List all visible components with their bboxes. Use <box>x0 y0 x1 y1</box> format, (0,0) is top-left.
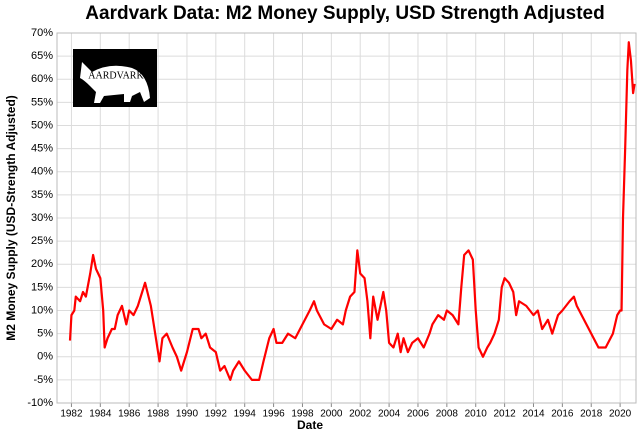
x-tick-label: 1986 <box>118 409 141 420</box>
y-tick-label: 10% <box>31 304 53 316</box>
y-tick-label: 55% <box>31 96 53 108</box>
y-axis-label: M2 Money Supply (USD-Strength Adjusted) <box>4 95 18 341</box>
y-tick-label: 5% <box>37 328 53 340</box>
x-tick-label: 1988 <box>147 409 170 420</box>
x-tick-label: 2014 <box>522 409 545 420</box>
x-tick-label: 1998 <box>291 409 314 420</box>
logo-text: AARDVARK <box>88 70 144 81</box>
y-tick-label: 0% <box>37 351 53 363</box>
x-tick-label: 2018 <box>580 409 603 420</box>
y-tick-label: 25% <box>31 235 53 247</box>
x-tick-label: 1996 <box>262 409 285 420</box>
x-tick-label: 2006 <box>407 409 430 420</box>
y-tick-label: 60% <box>31 73 53 85</box>
data-line <box>68 41 636 381</box>
y-tick-label: -10% <box>27 397 53 409</box>
plot-frame <box>56 32 637 404</box>
x-tick-label: 2008 <box>436 409 459 420</box>
x-tick-label: 2012 <box>493 409 516 420</box>
x-tick-label: 1982 <box>60 409 83 420</box>
y-tick-label: 45% <box>31 143 53 155</box>
y-tick-label: 20% <box>31 258 53 270</box>
x-tick-label: 2000 <box>320 409 343 420</box>
x-tick-label: 1984 <box>89 409 112 420</box>
x-tick-label: 1992 <box>205 409 228 420</box>
y-tick-label: 35% <box>31 189 53 201</box>
chart-title: Aardvark Data: M2 Money Supply, USD Stre… <box>85 3 604 24</box>
x-tick-label: 2002 <box>349 409 372 420</box>
y-tick-label: 30% <box>31 212 53 224</box>
x-tick-label: 2020 <box>609 409 632 420</box>
logo: AARDVARK <box>73 49 157 107</box>
y-tick-label: 70% <box>31 27 53 39</box>
y-tick-label: -5% <box>33 374 53 386</box>
x-tick-label: 2004 <box>378 409 401 420</box>
x-axis-label: Date <box>297 418 323 432</box>
x-tick-label: 1994 <box>234 409 257 420</box>
x-tick-label: 2010 <box>465 409 488 420</box>
y-tick-label: 15% <box>31 281 53 293</box>
y-tick-label: 50% <box>31 119 53 131</box>
logo-animal <box>80 62 150 103</box>
x-tick-label: 2016 <box>551 409 574 420</box>
x-tick-label: 1990 <box>176 409 199 420</box>
y-tick-label: 40% <box>31 166 53 178</box>
y-tick-label: 65% <box>31 50 53 62</box>
